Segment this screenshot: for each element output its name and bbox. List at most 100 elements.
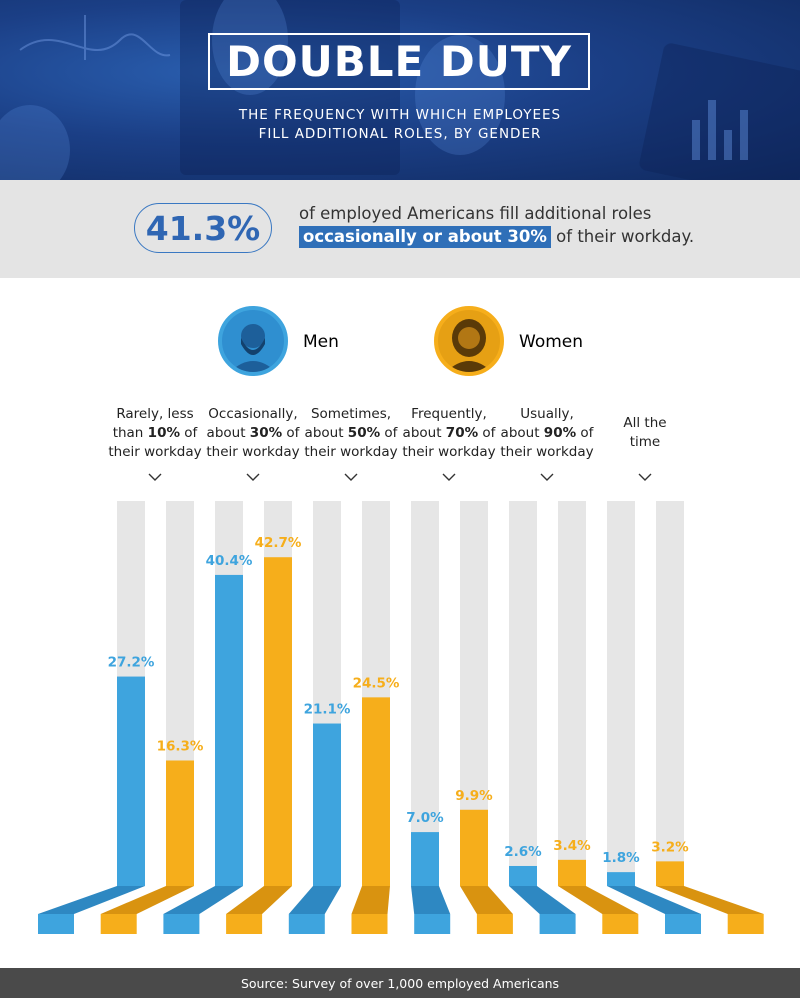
men-bar xyxy=(509,865,537,886)
men-bar-foot xyxy=(665,914,701,934)
category-label-usually: Usually, about 90% of their workday xyxy=(497,405,597,462)
chevron-down-icon xyxy=(442,473,456,481)
men-bar xyxy=(607,872,635,886)
men-avatar-icon xyxy=(218,306,288,376)
women-bar-foot xyxy=(602,914,639,934)
category-label-sometimes: Sometimes, about 50% of their workday xyxy=(301,405,401,462)
category-label-line: about 30% of xyxy=(206,425,300,441)
women-bar-foot xyxy=(100,914,137,934)
women-avatar-icon xyxy=(434,306,504,376)
subtitle-line-1: THE FREQUENCY WITH WHICH EMPLOYEES xyxy=(238,107,562,123)
key-stat-highlight: occasionally or about 30% xyxy=(299,226,551,248)
category-label-line: than 10% of xyxy=(112,425,198,441)
category-label-frequently: Frequently, about 70% of their workday xyxy=(399,405,499,462)
chevron-down-icon xyxy=(344,473,358,481)
title-frame: DOUBLE DUTY xyxy=(208,33,590,90)
category-label-occasionally: Occasionally, about 30% of their workday xyxy=(203,405,303,462)
men-bar-foot xyxy=(38,914,74,934)
category-label-rarely: Rarely, less than 10% of their workday xyxy=(105,405,205,462)
men-bar xyxy=(215,574,243,886)
men-bar-foot xyxy=(163,914,200,934)
men-value-label: 21.1% xyxy=(304,702,351,718)
women-track xyxy=(558,501,586,886)
men-bar-base xyxy=(411,886,451,914)
category-label-line: time xyxy=(629,434,661,450)
men-bar-foot xyxy=(288,914,325,934)
legend-men-label: Men xyxy=(303,332,339,352)
source-footer: Source: Survey of over 1,000 employed Am… xyxy=(0,968,800,998)
women-value-label: 3.4% xyxy=(553,838,591,854)
men-value-label: 2.6% xyxy=(504,844,542,860)
source-text: Source: Survey of over 1,000 employed Am… xyxy=(240,975,560,991)
category-label-line: their workday xyxy=(108,444,202,460)
category-label-line: their workday xyxy=(500,444,594,460)
category-label-line: Sometimes, xyxy=(310,406,392,422)
category-label-line: All the xyxy=(623,415,667,431)
key-stat-text-line-2: occasionally or about 30% of their workd… xyxy=(299,226,695,248)
women-bar-foot xyxy=(226,914,263,934)
women-bar-base xyxy=(460,886,513,914)
men-bar-base xyxy=(509,886,576,914)
men-value-label: 7.0% xyxy=(406,810,444,826)
hero-banner: DOUBLE DUTY THE FREQUENCY WITH WHICH EMP… xyxy=(0,0,800,180)
women-bar-base xyxy=(100,886,194,914)
category-label-all-the-time: All the time xyxy=(595,414,695,452)
men-value-label: 1.8% xyxy=(602,850,640,866)
men-bar-base xyxy=(607,886,701,914)
women-value-label: 24.5% xyxy=(353,675,400,691)
women-bar-base xyxy=(351,886,390,914)
men-bar xyxy=(313,723,341,886)
men-track xyxy=(411,501,439,886)
women-bar xyxy=(362,697,390,886)
women-bar-base xyxy=(226,886,292,914)
women-value-label: 3.2% xyxy=(651,839,689,855)
men-bar-foot xyxy=(539,914,576,934)
legend-women-label: Women xyxy=(519,332,584,352)
category-label-line: Frequently, xyxy=(411,406,487,422)
hero-background-image xyxy=(0,0,800,180)
men-bar-base xyxy=(163,886,243,914)
category-label-line: about 90% of xyxy=(500,425,594,441)
women-bar-base xyxy=(558,886,639,914)
women-bar xyxy=(264,557,292,886)
women-value-label: 16.3% xyxy=(157,738,204,754)
category-label-line: about 50% of xyxy=(304,425,398,441)
women-bar xyxy=(656,861,684,886)
chevron-down-icon xyxy=(638,473,652,481)
category-label-line: Usually, xyxy=(520,406,574,422)
category-label-line: about 70% of xyxy=(402,425,496,441)
chevron-down-icon xyxy=(148,473,162,481)
chevron-down-icon xyxy=(540,473,554,481)
women-bar-base xyxy=(656,886,764,914)
men-bar xyxy=(411,832,439,886)
category-label-line: their workday xyxy=(206,444,300,460)
men-value-label: 27.2% xyxy=(108,655,155,671)
category-label-line: their workday xyxy=(304,444,398,460)
category-label-line: their workday xyxy=(402,444,496,460)
women-bar xyxy=(166,760,194,886)
men-bar-base xyxy=(38,886,145,914)
men-track xyxy=(509,501,537,886)
key-stat-text-rest: of their workday. xyxy=(550,227,695,246)
women-track xyxy=(656,501,684,886)
women-value-label: 9.9% xyxy=(455,788,493,804)
women-bar-foot xyxy=(351,914,388,934)
key-stat-value: 41.3% xyxy=(134,203,272,253)
women-value-label: 42.7% xyxy=(255,535,302,551)
category-label-line: Rarely, less xyxy=(116,406,194,422)
category-label-line: Occasionally, xyxy=(208,406,298,422)
men-bar-foot xyxy=(414,914,451,934)
women-bar-foot xyxy=(476,914,513,934)
men-bar-base xyxy=(288,886,341,914)
men-track xyxy=(607,501,635,886)
key-stat-text-line-1: of employed Americans fill additional ro… xyxy=(299,204,652,223)
women-bar-foot xyxy=(727,914,764,934)
men-bar xyxy=(117,676,145,886)
subtitle-line-2: FILL ADDITIONAL ROLES, BY GENDER xyxy=(258,126,542,142)
page-title: DOUBLE DUTY xyxy=(226,37,572,86)
women-bar xyxy=(558,859,586,886)
women-bar xyxy=(460,809,488,886)
chevron-down-icon xyxy=(246,473,260,481)
men-value-label: 40.4% xyxy=(206,553,253,569)
bar-chart: 27.2% 16.3% 40.4%42.7% 21.1%24.5% 7.0% 9.9% 2.… xyxy=(38,501,764,934)
